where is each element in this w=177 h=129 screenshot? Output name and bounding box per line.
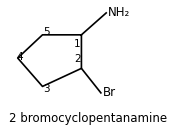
Text: 2: 2: [74, 54, 81, 64]
Text: 4: 4: [17, 52, 23, 62]
Text: Br: Br: [103, 86, 116, 99]
Text: 1: 1: [74, 39, 81, 49]
Text: 2 bromocyclopentanamine: 2 bromocyclopentanamine: [9, 112, 168, 125]
Text: NH₂: NH₂: [108, 6, 130, 19]
Text: 3: 3: [43, 84, 50, 95]
Text: 5: 5: [43, 27, 50, 37]
